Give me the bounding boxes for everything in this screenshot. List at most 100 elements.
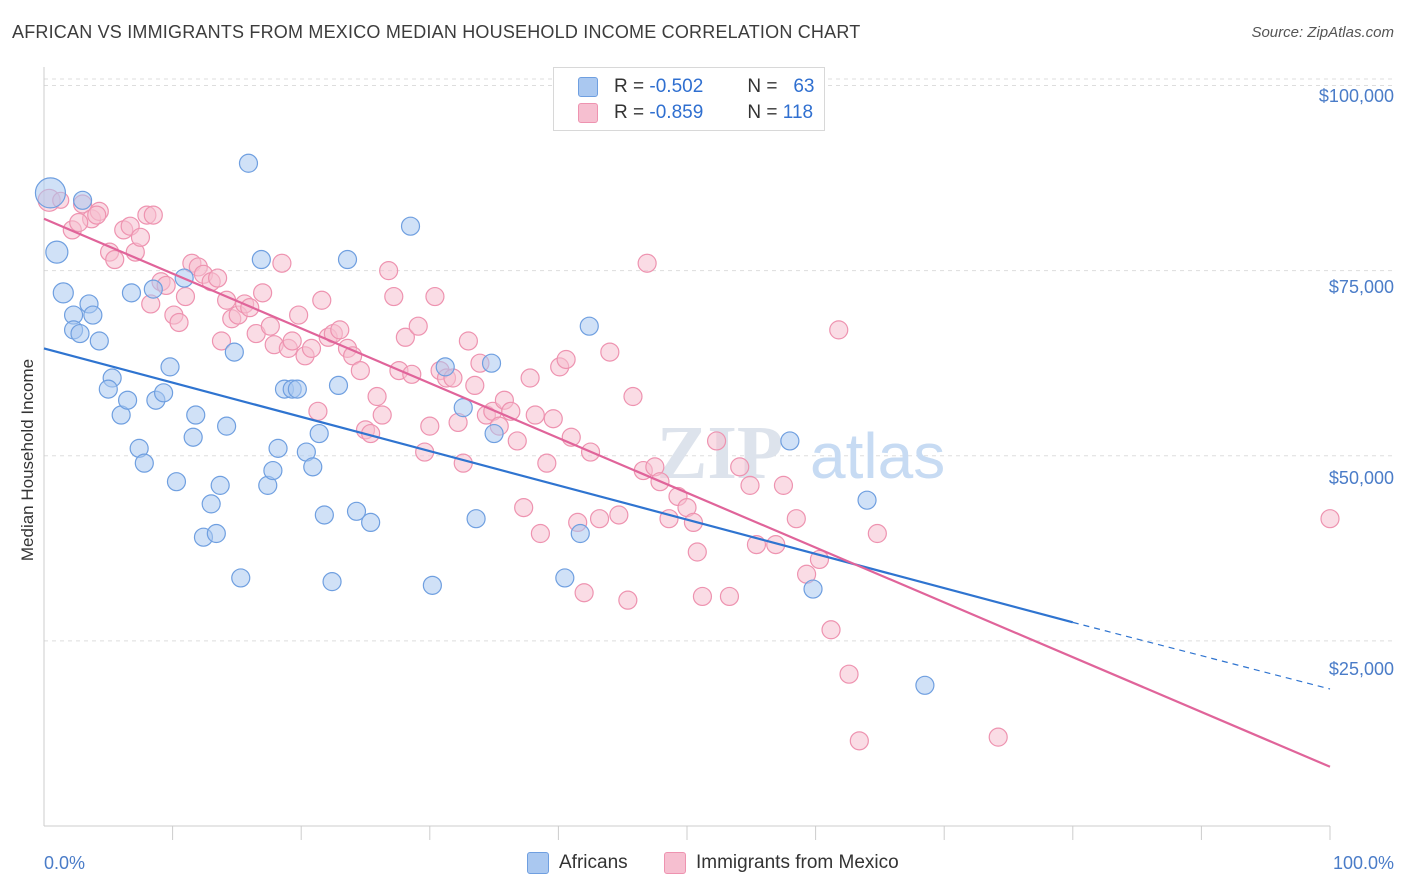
data-point xyxy=(231,568,251,588)
legend-row-mexico: R = -0.859 N = 118 xyxy=(578,101,813,125)
trend-lines xyxy=(43,217,1331,768)
data-point xyxy=(89,331,109,351)
data-point xyxy=(425,286,445,307)
data-point xyxy=(408,316,428,336)
data-point xyxy=(543,409,563,429)
mexico-swatch xyxy=(578,103,598,123)
data-point xyxy=(420,416,440,436)
data-point xyxy=(719,586,740,607)
data-point xyxy=(34,177,67,209)
data-point xyxy=(618,590,638,610)
data-point xyxy=(208,268,228,288)
data-point xyxy=(786,509,806,529)
data-point xyxy=(45,240,69,264)
data-point xyxy=(821,620,841,640)
data-point xyxy=(253,283,273,303)
data-point xyxy=(525,405,545,425)
data-point xyxy=(839,664,859,684)
data-point xyxy=(435,357,455,377)
africans-swatch xyxy=(527,852,549,874)
chart-title: AFRICAN VS IMMIGRANTS FROM MEXICO MEDIAN… xyxy=(12,22,861,42)
data-point xyxy=(537,453,557,473)
data-point xyxy=(83,305,103,325)
data-point xyxy=(773,475,794,495)
data-point xyxy=(328,375,349,396)
data-point xyxy=(301,338,322,358)
data-point xyxy=(579,316,599,336)
data-point xyxy=(466,509,486,529)
data-point xyxy=(314,505,334,525)
data-point xyxy=(52,282,74,304)
x-tick-label: 0.0% xyxy=(44,853,86,873)
watermark-zip: ZIP xyxy=(657,411,784,495)
data-point xyxy=(803,579,823,599)
data-point xyxy=(260,316,280,336)
r-label: R = xyxy=(614,102,645,123)
data-point xyxy=(780,431,800,451)
data-point xyxy=(740,475,760,495)
data-point xyxy=(458,331,478,351)
watermark-atlas: atlas xyxy=(810,420,945,492)
data-point xyxy=(530,523,550,544)
bottom-legend-africans: Africans xyxy=(527,852,628,874)
data-point xyxy=(623,386,643,407)
data-point xyxy=(867,523,887,544)
data-point xyxy=(453,398,473,418)
x-tick-label: 100.0% xyxy=(1332,853,1394,873)
data-point xyxy=(556,349,576,370)
data-point xyxy=(263,460,283,481)
data-point xyxy=(609,505,629,525)
data-point xyxy=(169,312,189,333)
legend-label-mexico: Immigrants from Mexico xyxy=(696,852,899,873)
data-point xyxy=(829,320,849,340)
data-point xyxy=(637,253,657,273)
y-tick-label: $50,000 xyxy=(1328,468,1394,488)
r-label: R = xyxy=(614,76,645,97)
data-point xyxy=(251,249,271,270)
n-value: 63 xyxy=(793,76,815,97)
data-point xyxy=(337,249,358,270)
data-point xyxy=(849,731,869,751)
y-tick-label: $25,000 xyxy=(1328,659,1394,679)
data-point xyxy=(210,475,230,495)
data-point xyxy=(183,427,203,447)
data-point xyxy=(322,572,342,592)
y-tick-label: $100,000 xyxy=(1318,86,1394,106)
trend-line xyxy=(43,347,1074,624)
data-point xyxy=(400,216,421,236)
data-point xyxy=(121,283,142,303)
bottom-legend-mexico: Immigrants from Mexico xyxy=(664,852,899,874)
data-point xyxy=(211,331,232,351)
data-point xyxy=(570,523,590,544)
data-point xyxy=(346,501,367,521)
data-point xyxy=(687,542,707,562)
data-point xyxy=(206,523,226,544)
data-point xyxy=(308,401,328,421)
data-point xyxy=(350,361,370,381)
data-point xyxy=(272,253,292,273)
y-axis-label: Median Household Income xyxy=(18,358,37,562)
data-point xyxy=(224,342,244,362)
data-point xyxy=(217,416,237,436)
data-point xyxy=(574,583,594,603)
data-point xyxy=(988,727,1008,747)
data-point xyxy=(186,405,206,425)
data-point xyxy=(143,205,163,225)
data-point xyxy=(117,390,138,410)
data-point xyxy=(312,290,332,310)
data-point xyxy=(857,490,877,510)
trend-line xyxy=(43,217,1331,768)
data-point xyxy=(372,405,392,425)
data-point xyxy=(130,227,151,247)
data-point xyxy=(268,438,288,458)
y-tick-label: $75,000 xyxy=(1328,277,1394,297)
data-point xyxy=(303,457,323,477)
africans-swatch xyxy=(578,77,598,97)
data-point xyxy=(309,423,329,444)
data-point xyxy=(555,568,575,588)
data-point xyxy=(153,383,174,403)
data-point xyxy=(238,153,259,173)
trend-line-extension xyxy=(1072,621,1331,690)
data-point xyxy=(87,205,107,225)
data-point xyxy=(692,586,713,607)
